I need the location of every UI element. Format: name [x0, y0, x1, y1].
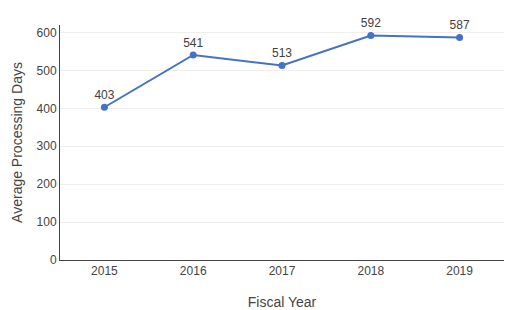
svg-text:500: 500 [37, 64, 57, 78]
svg-text:592: 592 [361, 16, 381, 30]
svg-text:2017: 2017 [269, 264, 296, 278]
svg-text:300: 300 [37, 139, 57, 153]
svg-text:2015: 2015 [91, 264, 118, 278]
svg-text:200: 200 [37, 177, 57, 191]
svg-text:Average Processing Days: Average Processing Days [9, 62, 25, 223]
svg-text:2019: 2019 [446, 264, 473, 278]
svg-text:403: 403 [94, 88, 114, 102]
svg-text:2016: 2016 [180, 264, 207, 278]
svg-text:600: 600 [37, 26, 57, 40]
svg-text:541: 541 [183, 36, 203, 50]
svg-text:0: 0 [50, 253, 57, 267]
svg-text:513: 513 [272, 46, 292, 60]
svg-text:Fiscal Year: Fiscal Year [248, 294, 317, 310]
svg-text:400: 400 [37, 102, 57, 116]
svg-text:587: 587 [450, 18, 470, 32]
svg-text:100: 100 [37, 215, 57, 229]
svg-text:2018: 2018 [357, 264, 384, 278]
